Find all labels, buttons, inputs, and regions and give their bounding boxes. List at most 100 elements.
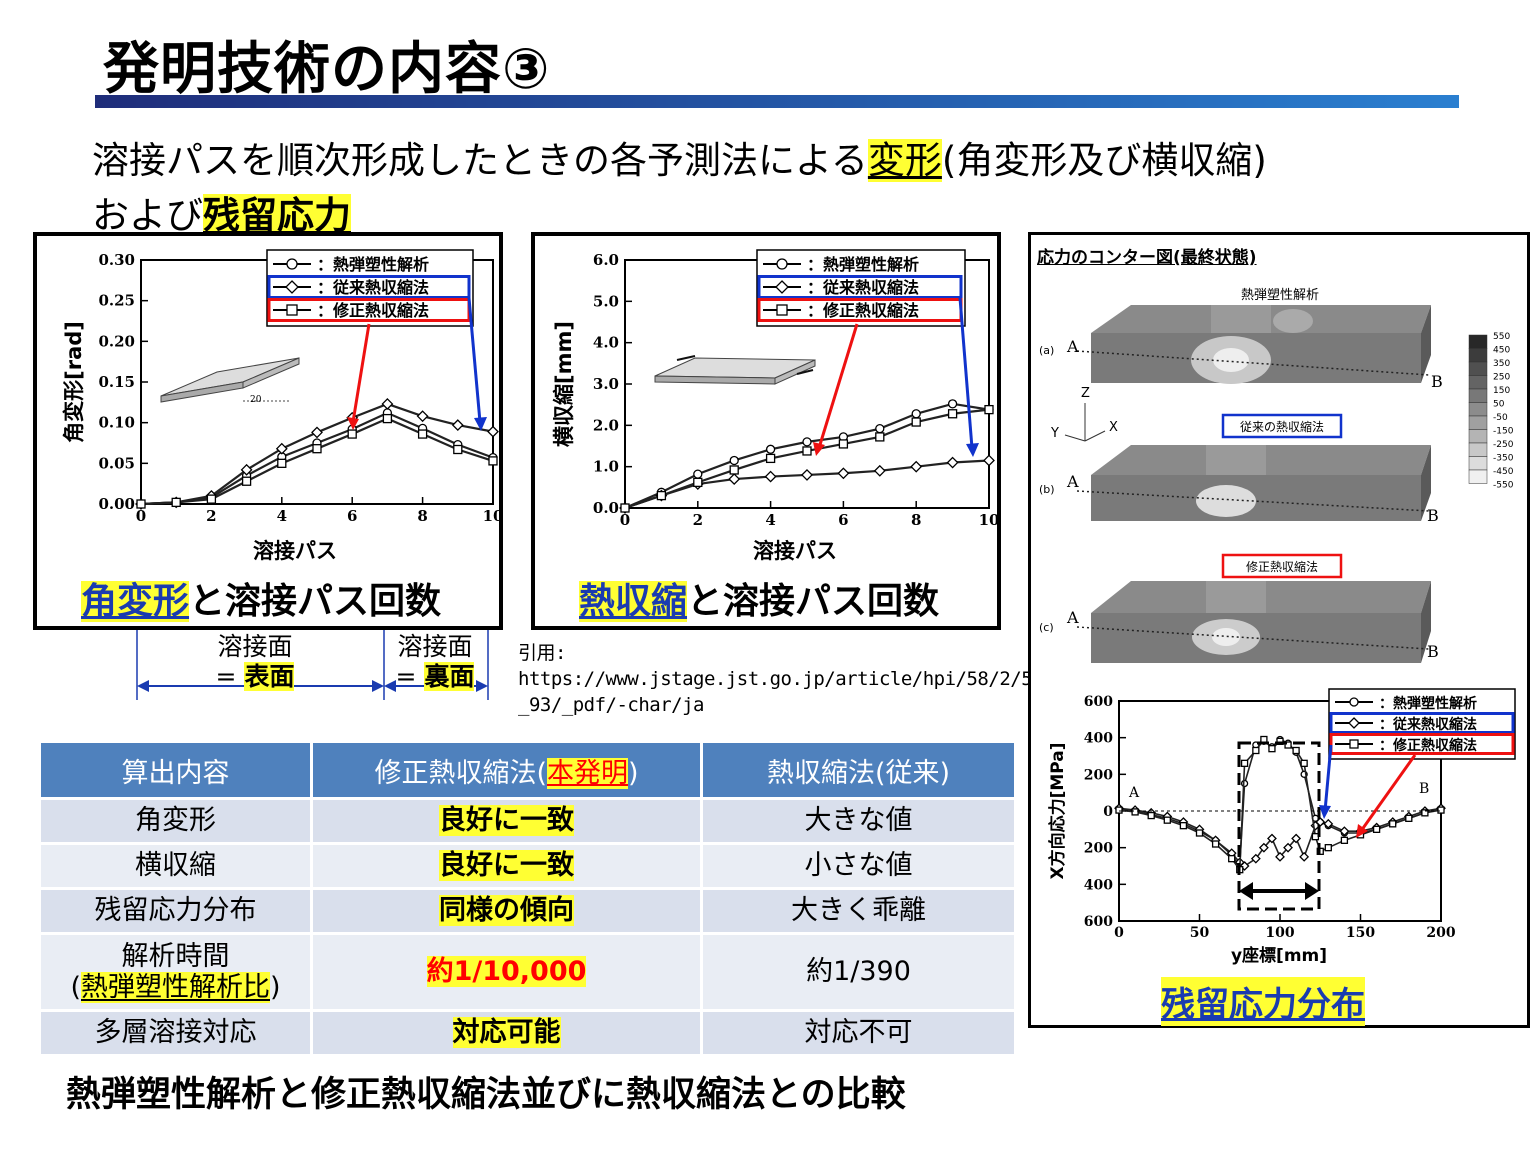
- citation-url-cont[interactable]: _93/_pdf/-char/ja: [518, 694, 704, 716]
- x-tick-label: 8: [911, 511, 921, 529]
- contour-panel: 応力のコンター図(最終状態) 熱弾塑性解析 (a) A B Z X Y 従来の熱…: [1028, 232, 1530, 1028]
- diamond-marker: [764, 470, 777, 483]
- y-tick-label: 6.0: [593, 251, 619, 269]
- square-marker: [206, 494, 217, 504]
- label-thermo-elastic-plastic: 熱弾塑性解析: [1241, 288, 1319, 303]
- diamond-marker: [381, 398, 394, 410]
- square-marker: [1179, 822, 1188, 830]
- citation: 引用: https://www.jstage.jst.go.jp/article…: [518, 640, 1044, 718]
- scale-label: 450: [1493, 346, 1510, 356]
- row-modified: 約1/10,000: [310, 932, 703, 1012]
- footer-caption: 熱弾塑性解析と修正熱収縮法並びに熱収縮法との比較: [66, 1075, 906, 1115]
- square-marker: [1131, 808, 1139, 816]
- square-marker: [417, 429, 428, 439]
- diamond-marker: [910, 460, 923, 473]
- comparison-table: 算出内容 修正熱収縮法(本発明) 熱収縮法(従来) 角変形 良好に一致 大きな値…: [38, 740, 1017, 1057]
- square-marker: [947, 409, 958, 419]
- y-tick-label: 4.0: [593, 334, 619, 352]
- circle-marker: [875, 423, 885, 434]
- square-marker: [1228, 855, 1236, 863]
- color-scale: 550 450 350 250 150 50 -50 -150 -250 -350 -450 -550: [1468, 332, 1514, 491]
- square-marker: [729, 465, 739, 475]
- square-marker: [1349, 739, 1359, 749]
- square-marker: [1405, 814, 1413, 822]
- legend-label: ：修正熱収縮法: [807, 301, 919, 320]
- legend-label: ：熱弾塑性解析: [807, 255, 919, 274]
- square-marker: [1268, 745, 1276, 753]
- square-marker: [656, 490, 667, 501]
- label-conventional: 従来の熱収縮法: [1240, 419, 1324, 434]
- square-marker: [1115, 806, 1123, 814]
- diamond-marker: [487, 425, 499, 438]
- point-b: B: [1419, 781, 1429, 797]
- blue-arrowhead: [474, 417, 487, 431]
- panel-label-c: (c): [1039, 621, 1054, 634]
- square-marker: [241, 476, 252, 486]
- series-line: [140, 402, 494, 506]
- scale-label: -250: [1493, 440, 1514, 450]
- point-b: B: [1427, 642, 1439, 661]
- diamond-marker: [1348, 717, 1360, 729]
- x-axis-label: y座標[mm]: [1231, 945, 1327, 966]
- square-marker: [1421, 809, 1429, 817]
- scale-label: -150: [1493, 427, 1514, 437]
- square-marker: [1147, 811, 1155, 820]
- diamond-marker: [1267, 833, 1277, 844]
- diamond-marker: [801, 469, 813, 481]
- blue-arrowhead: [966, 443, 979, 457]
- front-surface-label: 表面: [244, 662, 295, 691]
- diamond-marker: [983, 454, 995, 467]
- square-marker: [1300, 759, 1308, 767]
- weld-face-back-label: 溶接面 = 裏面: [380, 632, 490, 692]
- row-modified: 良好に一致: [310, 842, 703, 890]
- citation-url[interactable]: https://www.jstage.jst.go.jp/article/hpi…: [518, 668, 1044, 690]
- y-tick-label: 0.20: [98, 332, 135, 350]
- red-arrow: [351, 323, 371, 423]
- contour-plate-a: [1076, 305, 1431, 384]
- legend-highlight-box: [1329, 712, 1515, 734]
- legend-label: ：熱弾塑性解析: [317, 255, 429, 274]
- table-row: 残留応力分布 同様の傾向 大きく乖離: [38, 887, 1017, 935]
- scale-label: 150: [1493, 386, 1510, 396]
- scale-label: -50: [1493, 413, 1508, 423]
- square-marker: [347, 429, 357, 439]
- circle-marker: [947, 399, 958, 409]
- header-item: 算出内容: [38, 740, 313, 800]
- axis-z-label: Z: [1081, 386, 1090, 401]
- row-conventional: 大きな値: [700, 797, 1017, 845]
- x-tick-label: 200: [1426, 925, 1455, 941]
- modified-value: 同様の傾向: [439, 895, 574, 927]
- square-marker: [1389, 820, 1397, 828]
- square-marker: [1292, 746, 1300, 755]
- y-tick-label: 0: [1103, 804, 1113, 820]
- weld-face-value: = 表面: [185, 662, 325, 692]
- header-conventional: 熱収縮法(従来): [700, 740, 1017, 800]
- diamond-marker: [285, 280, 299, 294]
- square-marker: [1240, 759, 1249, 767]
- square-marker: [286, 304, 298, 316]
- point-b: B: [1431, 372, 1443, 391]
- diamond-marker: [1275, 851, 1285, 862]
- square-marker: [620, 503, 630, 513]
- circle-marker: [765, 444, 776, 454]
- y-tick-label: 0.25: [98, 292, 135, 310]
- diamond-marker: [1250, 853, 1261, 864]
- diamond-marker: [451, 419, 464, 432]
- scale-label: -550: [1493, 481, 1514, 491]
- square-marker: [875, 432, 885, 442]
- scale-label: 250: [1493, 373, 1510, 383]
- diamond-marker: [837, 467, 850, 480]
- y-tick-label: 3.0: [593, 375, 619, 393]
- diamond-marker: [416, 410, 429, 423]
- scale-swatch: [1468, 361, 1488, 376]
- square-marker: [277, 458, 287, 468]
- circle-marker: [911, 409, 921, 419]
- row-modified: 対応可能: [310, 1009, 703, 1057]
- residual-stress-caption: 残留応力分布: [1161, 977, 1365, 1026]
- xyz-axes-icon: Z X Y: [1050, 386, 1118, 442]
- modified-value: 良好に一致: [439, 805, 574, 837]
- square-marker: [1195, 829, 1204, 837]
- diamond-marker: [1339, 826, 1350, 837]
- x-tick-label: 2: [206, 507, 216, 525]
